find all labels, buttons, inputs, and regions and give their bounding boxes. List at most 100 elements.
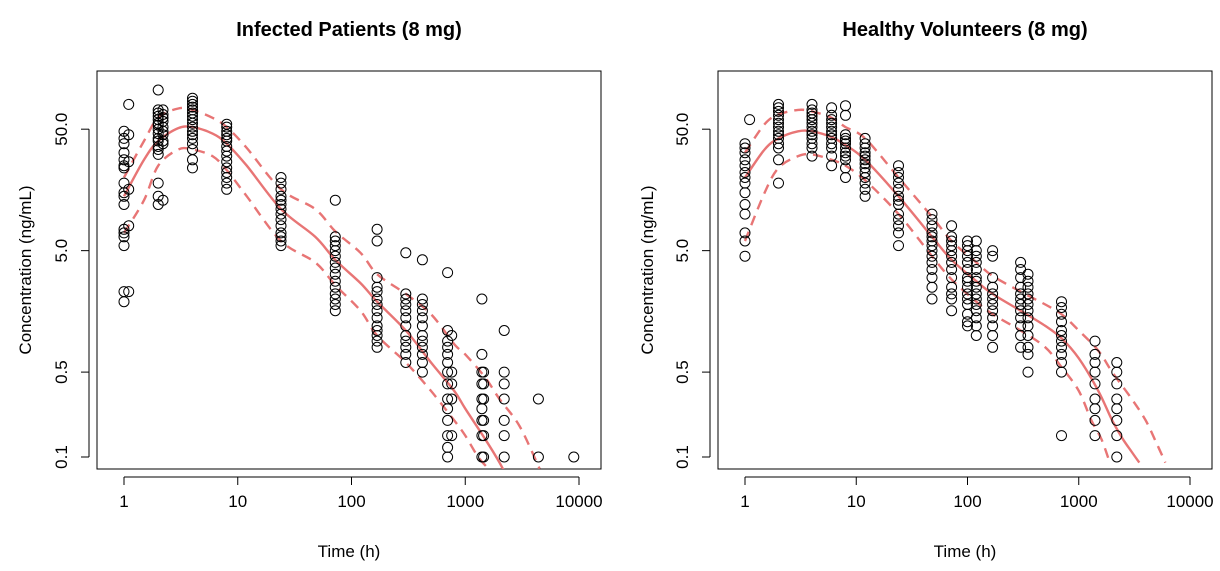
data-point (1056, 430, 1067, 442)
data-point (1089, 335, 1101, 347)
data-point (739, 160, 751, 172)
data-point (962, 256, 973, 268)
data-point (275, 235, 287, 247)
data-point (739, 235, 751, 247)
data-point (987, 299, 999, 310)
data-point (442, 451, 454, 463)
data-point (893, 208, 904, 220)
data-point (987, 272, 999, 284)
data-point (946, 250, 958, 262)
data-point (859, 190, 871, 202)
data-point (987, 281, 999, 293)
data-point (739, 138, 751, 150)
data-point (1015, 293, 1027, 305)
data-point (221, 129, 233, 141)
data-point (773, 129, 784, 141)
data-point (442, 378, 454, 390)
data-point (962, 320, 973, 332)
data-point (840, 172, 851, 183)
data-point (498, 378, 510, 390)
data-point (152, 84, 164, 96)
data-point (926, 250, 938, 262)
data-point (442, 366, 454, 378)
data-point (970, 281, 982, 293)
data-point (478, 378, 490, 390)
data-point (840, 135, 851, 147)
data-point (532, 393, 544, 405)
data-point (1022, 330, 1034, 341)
data-point (400, 341, 412, 353)
data-point (187, 132, 198, 144)
data-point (926, 245, 938, 257)
data-point (970, 330, 982, 341)
data-point (329, 293, 341, 305)
data-point (1056, 308, 1067, 320)
data-point (275, 190, 287, 202)
data-point (893, 177, 904, 189)
data-point (987, 250, 999, 262)
data-point (962, 245, 973, 257)
data-point (123, 286, 135, 298)
data-point (1015, 305, 1027, 317)
data-point (329, 245, 341, 257)
data-point (1056, 296, 1067, 308)
y-tick-label: 50.0 (673, 113, 692, 146)
data-point (478, 451, 490, 463)
data-point (859, 158, 871, 170)
data-point (970, 305, 982, 317)
data-point (926, 240, 938, 252)
data-point (118, 231, 130, 243)
data-point (1111, 403, 1123, 415)
data-point (400, 305, 412, 317)
data-point (442, 403, 454, 415)
data-point (987, 293, 999, 305)
data-point (773, 117, 784, 129)
data-point (371, 293, 383, 305)
data-point (157, 109, 169, 120)
data-point (826, 142, 838, 154)
data-point (371, 299, 383, 310)
data-point (329, 305, 341, 317)
plot-frame (96, 70, 602, 470)
data-point (275, 240, 287, 252)
data-point (371, 330, 383, 341)
data-point (826, 117, 838, 129)
data-point (478, 366, 490, 378)
data-point (478, 414, 490, 426)
data-point (1015, 299, 1027, 310)
data-point (962, 240, 973, 252)
data-point (1015, 330, 1027, 341)
data-point (1015, 281, 1027, 293)
data-point (806, 142, 818, 154)
y-tick-label: 5.0 (52, 239, 71, 263)
data-point (1089, 393, 1101, 405)
prediction-interval-line (744, 108, 1167, 464)
data-point (416, 312, 428, 324)
data-point (221, 167, 233, 178)
data-point (442, 267, 454, 279)
data-point (416, 366, 428, 378)
data-point (806, 121, 818, 133)
data-point (498, 325, 510, 336)
data-point (442, 335, 454, 347)
data-point (187, 162, 198, 174)
data-point (970, 264, 982, 275)
y-axis-label: Concentration (ng/mL) (638, 185, 657, 354)
plot-frame (717, 70, 1213, 470)
data-point (446, 378, 458, 390)
data-point (1089, 348, 1101, 360)
data-point (187, 95, 198, 107)
data-point (970, 293, 982, 305)
data-point (152, 177, 164, 189)
data-point (1022, 341, 1034, 353)
data-point (187, 125, 198, 137)
data-point (806, 110, 818, 122)
data-point (1111, 414, 1123, 426)
data-point (826, 121, 838, 133)
x-axis-label: Time (h) (934, 542, 997, 561)
data-point (987, 341, 999, 353)
data-point (946, 256, 958, 268)
data-point (1056, 348, 1067, 360)
data-point (987, 330, 999, 341)
